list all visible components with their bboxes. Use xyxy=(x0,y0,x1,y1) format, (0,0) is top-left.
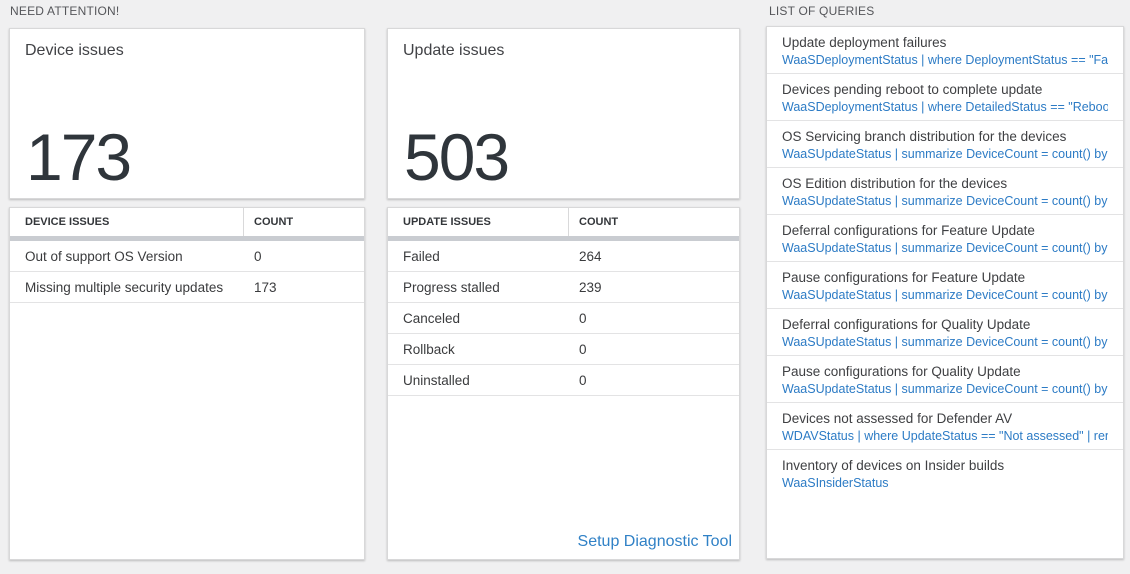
query-title: Inventory of devices on Insider builds xyxy=(782,458,1005,473)
issue-name-cell: Uninstalled xyxy=(403,372,470,388)
query-text: WDAVStatus | where UpdateStatus == "Not … xyxy=(782,429,1108,443)
issue-count-cell: 0 xyxy=(579,372,587,388)
query-title: Deferral configurations for Quality Upda… xyxy=(782,317,1031,332)
count-column-header: COUNT xyxy=(254,216,294,228)
query-text: WaaSUpdateStatus | summarize DeviceCount… xyxy=(782,147,1108,161)
device-issues-tile[interactable]: Device issues 173 xyxy=(9,28,365,199)
query-title: Deferral configurations for Feature Upda… xyxy=(782,223,1035,238)
query-text: WaaSUpdateStatus | summarize DeviceCount… xyxy=(782,288,1108,302)
table-row[interactable]: Uninstalled 0 xyxy=(388,365,739,396)
issue-name-cell: Missing multiple security updates xyxy=(25,279,224,295)
device-issues-table: DEVICE ISSUES COUNT Out of support OS Ve… xyxy=(9,207,365,560)
query-list-item[interactable]: Devices not assessed for Defender AV WDA… xyxy=(767,403,1123,450)
issue-count-cell: 0 xyxy=(579,341,587,357)
table-row[interactable]: Rollback 0 xyxy=(388,334,739,365)
list-of-queries-panel: Update deployment failures WaaSDeploymen… xyxy=(766,26,1124,559)
issue-name-cell: Progress stalled xyxy=(403,279,500,295)
issue-name-cell: Failed xyxy=(403,248,440,264)
query-text: WaaSUpdateStatus | summarize DeviceCount… xyxy=(782,382,1108,396)
query-text: WaaSUpdateStatus | summarize DeviceCount… xyxy=(782,335,1108,349)
table-row[interactable]: Failed 264 xyxy=(388,241,739,272)
query-list-item[interactable]: Devices pending reboot to complete updat… xyxy=(767,74,1123,121)
issue-name-cell: Out of support OS Version xyxy=(25,248,183,264)
query-title: Pause configurations for Feature Update xyxy=(782,270,1026,285)
query-list-item[interactable]: Deferral configurations for Quality Upda… xyxy=(767,309,1123,356)
update-issues-tile[interactable]: Update issues 503 xyxy=(387,28,740,199)
issue-count-cell: 264 xyxy=(579,248,602,264)
issue-count-cell: 239 xyxy=(579,279,602,295)
count-column-header: COUNT xyxy=(579,216,619,228)
issue-count-cell: 173 xyxy=(254,279,277,295)
query-title: Pause configurations for Quality Update xyxy=(782,364,1021,379)
query-text: WaaSUpdateStatus | summarize DeviceCount… xyxy=(782,241,1108,255)
table-row[interactable]: Canceled 0 xyxy=(388,303,739,334)
device-issues-tile-title: Device issues xyxy=(25,42,124,59)
issue-count-cell: 0 xyxy=(579,310,587,326)
query-list-item[interactable]: Inventory of devices on Insider builds W… xyxy=(767,450,1123,497)
query-list-item[interactable]: Deferral configurations for Feature Upda… xyxy=(767,215,1123,262)
query-list-item[interactable]: OS Servicing branch distribution for the… xyxy=(767,121,1123,168)
device-issues-count: 173 xyxy=(26,120,132,194)
update-issues-table-header: UPDATE ISSUES COUNT xyxy=(388,208,739,236)
update-issues-tile-title: Update issues xyxy=(403,42,505,59)
query-text: WaaSDeploymentStatus | where DeploymentS… xyxy=(782,53,1108,67)
table-header-divider xyxy=(10,236,364,241)
query-list-item[interactable]: Pause configurations for Feature Update … xyxy=(767,262,1123,309)
query-list-item[interactable]: Update deployment failures WaaSDeploymen… xyxy=(767,27,1123,74)
query-title: Devices pending reboot to complete updat… xyxy=(782,82,1043,97)
query-list-item[interactable]: Pause configurations for Quality Update … xyxy=(767,356,1123,403)
query-title: Update deployment failures xyxy=(782,35,947,50)
table-row[interactable]: Out of support OS Version 0 xyxy=(10,241,364,272)
device-issues-column-header: DEVICE ISSUES xyxy=(10,208,244,236)
issue-name-cell: Canceled xyxy=(403,310,461,326)
query-title: OS Servicing branch distribution for the… xyxy=(782,129,1067,144)
setup-diagnostic-tool-link[interactable]: Setup Diagnostic Tool xyxy=(577,533,732,550)
table-row[interactable]: Missing multiple security updates 173 xyxy=(10,272,364,303)
update-issues-table: UPDATE ISSUES COUNT Failed 264 Progress … xyxy=(387,207,740,560)
device-issues-table-header: DEVICE ISSUES COUNT xyxy=(10,208,364,236)
query-text: WaaSInsiderStatus xyxy=(782,476,889,490)
query-title: Devices not assessed for Defender AV xyxy=(782,411,1013,426)
query-list-item[interactable]: OS Edition distribution for the devices … xyxy=(767,168,1123,215)
update-issues-column-header: UPDATE ISSUES xyxy=(388,208,569,236)
query-text: WaaSDeploymentStatus | where DetailedSta… xyxy=(782,100,1108,114)
issue-count-cell: 0 xyxy=(254,248,262,264)
query-title: OS Edition distribution for the devices xyxy=(782,176,1008,191)
table-row[interactable]: Progress stalled 239 xyxy=(388,272,739,303)
need-attention-section-label: NEED ATTENTION! xyxy=(10,4,120,18)
list-of-queries-section-label: LIST OF QUERIES xyxy=(769,4,875,18)
table-header-divider xyxy=(388,236,739,241)
issue-name-cell: Rollback xyxy=(403,341,455,357)
update-issues-count: 503 xyxy=(404,120,510,194)
query-text: WaaSUpdateStatus | summarize DeviceCount… xyxy=(782,194,1108,208)
